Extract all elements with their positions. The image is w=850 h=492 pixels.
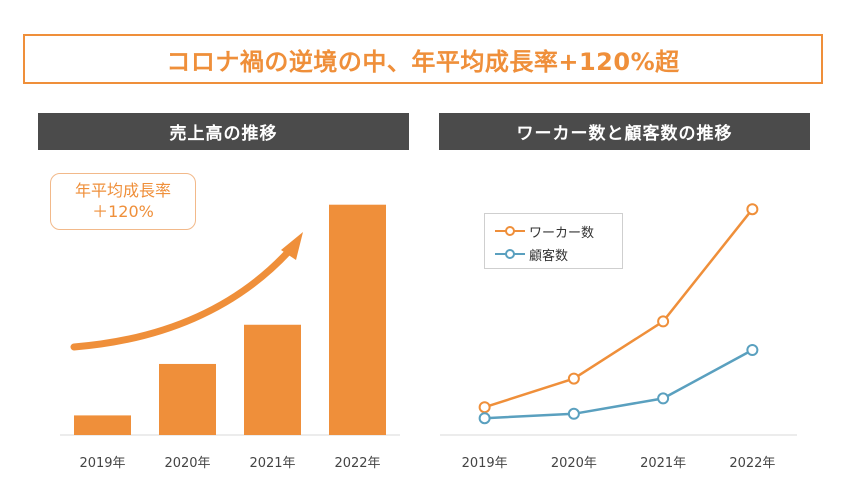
line-chart-legend: ワーカー数 顧客数 bbox=[484, 213, 623, 269]
legend-marker-customers bbox=[495, 249, 525, 259]
customers-point-4 bbox=[746, 344, 759, 356]
growth-rate-badge: 年平均成長率 ＋120% bbox=[50, 173, 196, 230]
growth-rate-value: ＋120% bbox=[92, 202, 154, 221]
legend-item-workers: ワーカー数 bbox=[495, 221, 594, 241]
workers-line bbox=[484, 208, 754, 409]
bar-chart-x-tick-2: 2020年 bbox=[164, 456, 210, 471]
line-chart-x-tick-2: 2020年 bbox=[551, 456, 597, 471]
growth-arrow bbox=[70, 246, 294, 351]
bar-chart-x-tick-3: 2021年 bbox=[249, 456, 295, 471]
bar-chart-x-tick-1: 2019年 bbox=[79, 456, 125, 471]
legend-label-customers: 顧客数 bbox=[529, 248, 569, 264]
line-chart-x-tick-3: 2021年 bbox=[640, 456, 686, 471]
legend-marker-workers bbox=[495, 226, 525, 236]
legend-label-workers: ワーカー数 bbox=[529, 225, 595, 241]
bar-chart-x-tick-4: 2022年 bbox=[334, 456, 380, 471]
line-chart-x-tick-1: 2019年 bbox=[462, 456, 508, 471]
sales-bar-4 bbox=[329, 204, 386, 435]
legend-item-customers: 顧客数 bbox=[495, 244, 568, 264]
workers-customers-chart-title: ワーカー数と顧客数の推移 bbox=[439, 113, 810, 150]
customers-line bbox=[484, 348, 753, 420]
sales-bar-2 bbox=[159, 363, 216, 435]
headline: コロナ禍の逆境の中、年平均成長率+120%超 bbox=[23, 34, 823, 84]
workers-point-2 bbox=[567, 372, 580, 385]
sales-chart-title: 売上高の推移 bbox=[38, 113, 409, 150]
line-chart-x-tick-4: 2022年 bbox=[729, 456, 775, 471]
growth-rate-label: 年平均成長率 bbox=[74, 181, 171, 200]
customers-point-1 bbox=[478, 412, 491, 425]
workers-point-4 bbox=[746, 203, 759, 216]
customers-point-2 bbox=[567, 407, 580, 420]
sales-bar-1 bbox=[74, 415, 131, 435]
workers-point-3 bbox=[657, 315, 670, 328]
growth-arrow-head bbox=[281, 232, 303, 260]
workers-point-1 bbox=[478, 401, 491, 414]
customers-point-3 bbox=[657, 392, 670, 405]
sales-bar-3 bbox=[244, 324, 301, 435]
